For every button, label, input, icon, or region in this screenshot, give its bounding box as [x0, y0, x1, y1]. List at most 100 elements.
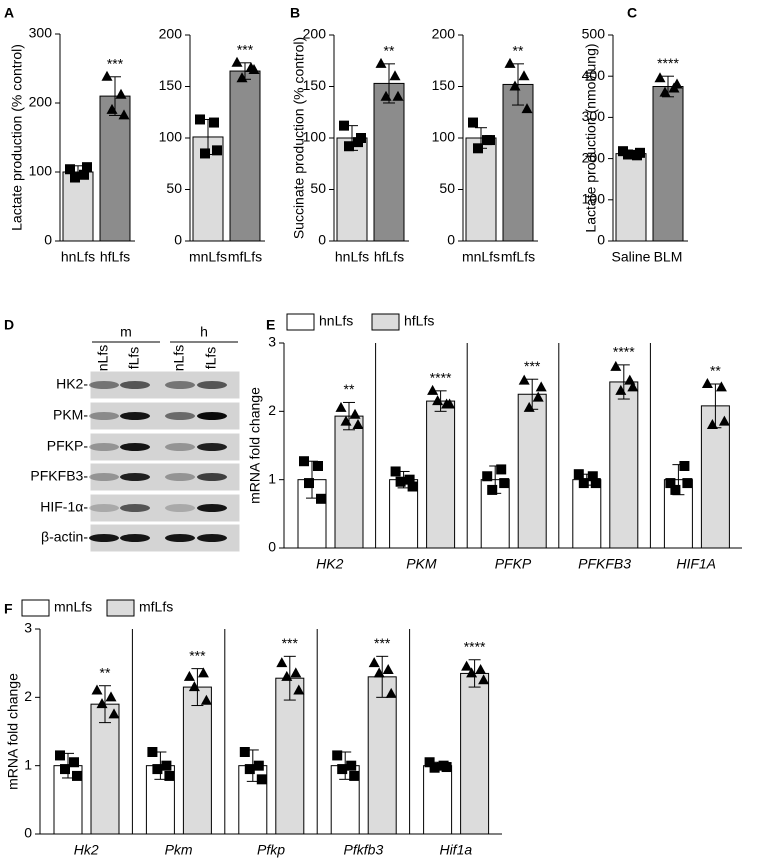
- blot-band: [197, 381, 227, 389]
- y-tick-label: 100: [432, 129, 456, 145]
- data-point: [478, 674, 490, 685]
- panel-label: D: [4, 317, 14, 333]
- panel-label: A: [4, 5, 14, 21]
- significance: ****: [657, 55, 679, 71]
- data-point: [375, 57, 387, 68]
- panel-label: C: [627, 5, 637, 21]
- data-point: [161, 760, 172, 771]
- data-point: [487, 484, 498, 495]
- significance: ****: [430, 370, 452, 386]
- significance: ***: [282, 635, 299, 651]
- y-tick-label: 0: [318, 232, 326, 248]
- y-tick-label: 200: [159, 26, 183, 42]
- data-point: [578, 478, 589, 489]
- y-tick-label: 50: [310, 180, 326, 196]
- data-point: [444, 398, 456, 409]
- x-tick-label: PFKP: [495, 556, 532, 572]
- blot-band: [120, 412, 150, 420]
- y-tick-label: 0: [597, 232, 605, 248]
- x-tick-label: HIF1A: [676, 556, 716, 572]
- legend-label: mfLfs: [139, 599, 173, 615]
- data-point: [105, 691, 117, 702]
- data-point: [385, 687, 397, 698]
- data-point: [466, 667, 478, 678]
- y-tick-label: 200: [29, 94, 53, 110]
- data-point: [101, 70, 113, 81]
- blot-band: [197, 443, 227, 451]
- data-point: [518, 70, 530, 81]
- data-point: [504, 57, 516, 68]
- data-point: [337, 764, 348, 775]
- data-point: [253, 760, 264, 771]
- y-axis-label: mRNA fold change: [5, 673, 21, 790]
- y-tick-label: 3: [24, 620, 32, 636]
- data-point: [281, 670, 293, 681]
- data-point: [404, 474, 415, 485]
- blot-band: [197, 412, 227, 420]
- y-axis-label: Lactate production (% control): [9, 44, 25, 231]
- data-point: [390, 466, 401, 477]
- row-label: β-actin-: [41, 529, 88, 545]
- blot-band: [89, 381, 119, 389]
- y-tick-label: 50: [439, 180, 455, 196]
- data-point: [356, 133, 366, 143]
- data-point: [427, 384, 439, 395]
- data-point: [106, 103, 118, 114]
- data-point: [715, 381, 727, 392]
- data-point: [70, 172, 80, 183]
- legend-swatch: [371, 313, 400, 331]
- y-tick-label: 0: [44, 232, 52, 248]
- y-tick-label: 0: [268, 539, 276, 555]
- blot-band: [165, 412, 195, 420]
- bar: [182, 686, 212, 835]
- data-point: [332, 750, 343, 761]
- y-axis-label: Succinate production (% control): [291, 37, 307, 239]
- data-point: [209, 117, 219, 128]
- data-point: [496, 464, 507, 475]
- bar: [99, 95, 131, 242]
- data-point: [523, 401, 535, 412]
- bar: [652, 86, 684, 242]
- y-tick-label: 150: [432, 77, 456, 93]
- blot-strip: [89, 432, 241, 462]
- legend-swatch: [21, 599, 50, 617]
- x-tick-label: hfLfs: [374, 249, 404, 265]
- data-point: [349, 408, 361, 419]
- y-tick-label: 200: [303, 26, 327, 42]
- lane-label: nLfs: [171, 345, 187, 371]
- bar: [334, 415, 364, 549]
- lane-label: fLfs: [203, 347, 219, 370]
- significance: **: [513, 43, 524, 59]
- significance: ***: [107, 55, 124, 71]
- data-point: [91, 684, 103, 695]
- data-point: [55, 750, 65, 761]
- data-point: [212, 145, 222, 156]
- data-point: [670, 484, 681, 495]
- data-point: [587, 471, 598, 482]
- blot-band: [197, 534, 227, 542]
- data-point: [352, 419, 364, 429]
- row-label: PFKFB3-: [30, 468, 88, 484]
- data-point: [521, 103, 533, 114]
- row-label: HIF-1α-: [40, 499, 88, 515]
- y-tick-label: 50: [166, 180, 182, 196]
- data-point: [424, 757, 435, 768]
- significance: **: [344, 381, 355, 397]
- data-point: [659, 86, 671, 97]
- y-tick-label: 300: [582, 108, 606, 124]
- data-point: [392, 90, 404, 101]
- y-axis-label: Lactate production (nmol/lung): [583, 43, 599, 232]
- data-point: [293, 684, 305, 695]
- panel-label: B: [290, 5, 300, 21]
- bar: [62, 171, 94, 242]
- bar: [615, 153, 647, 242]
- data-point: [349, 770, 360, 781]
- significance: **: [710, 363, 721, 379]
- data-point: [590, 478, 601, 489]
- y-tick-label: 150: [303, 77, 327, 93]
- data-point: [60, 764, 70, 775]
- data-point: [473, 143, 483, 154]
- blot-band: [165, 381, 195, 389]
- x-tick-label: PKM: [406, 556, 437, 572]
